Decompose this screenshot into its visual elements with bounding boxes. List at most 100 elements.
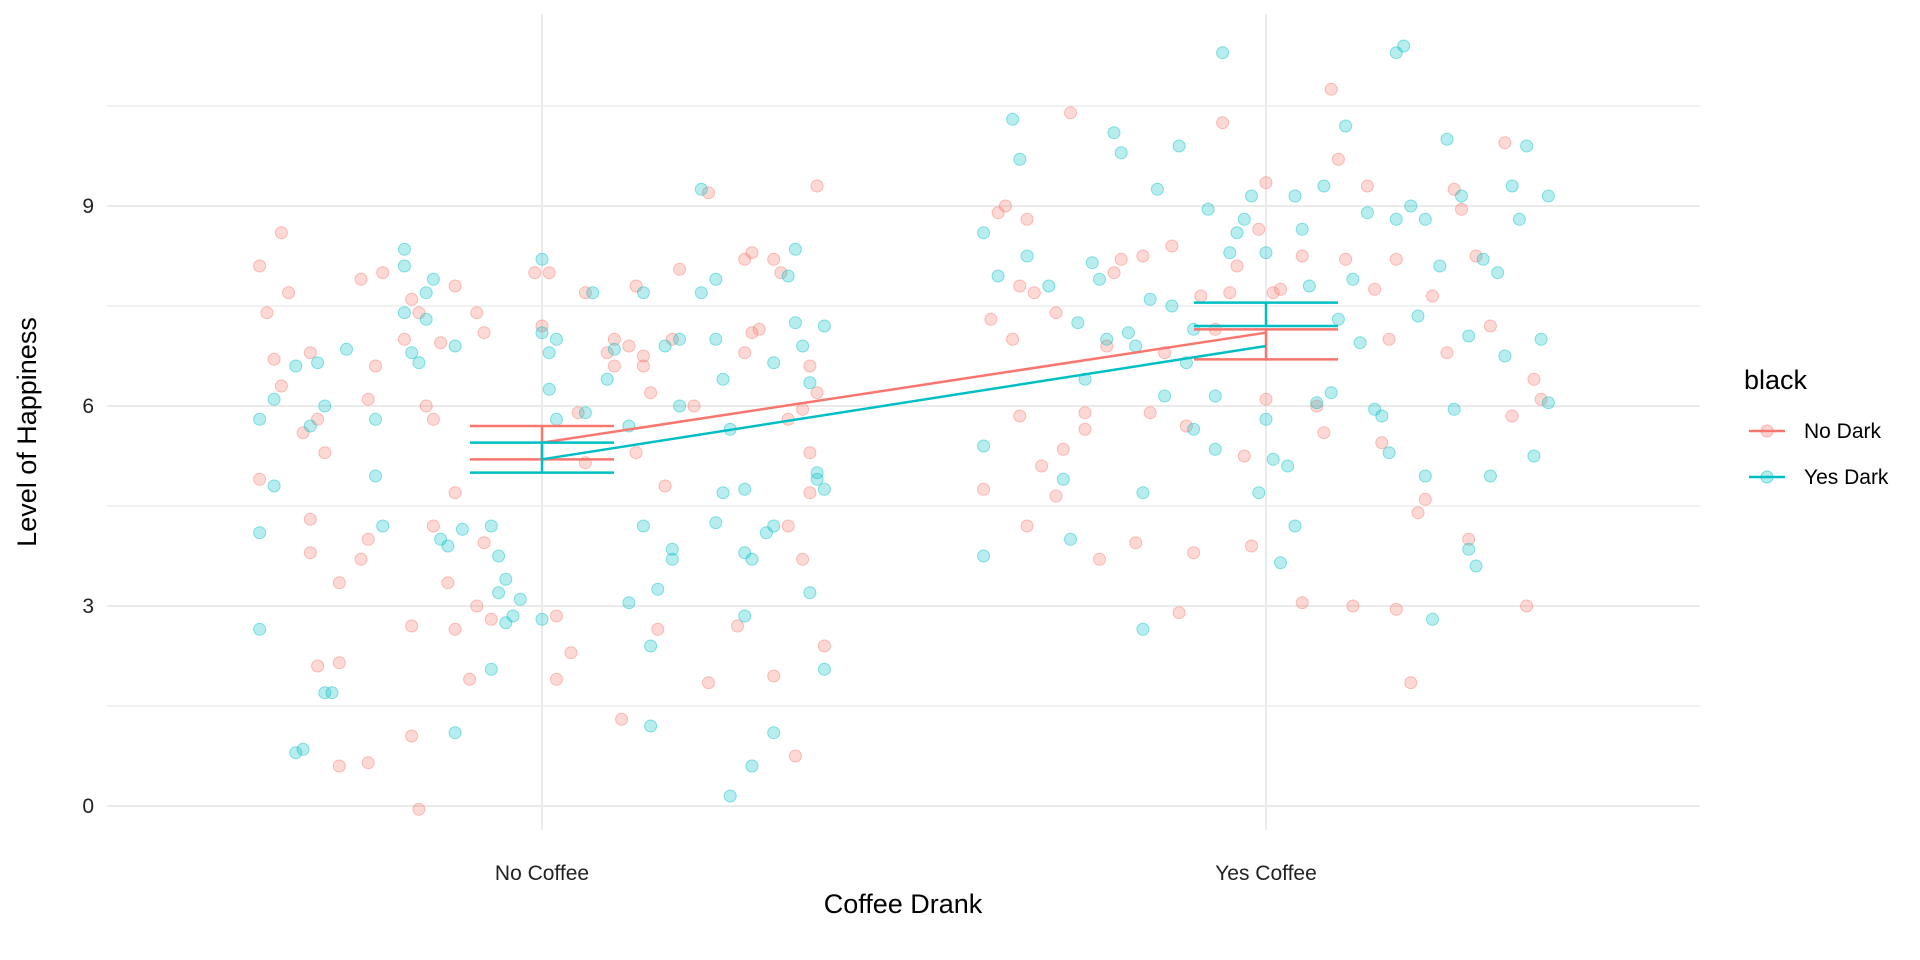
point-no-dark: [1007, 333, 1019, 345]
point-no-dark: [1115, 253, 1127, 265]
point-yes-dark: [1021, 250, 1033, 262]
point-no-dark: [464, 673, 476, 685]
point-yes-dark: [818, 320, 830, 332]
point-yes-dark: [1542, 397, 1554, 409]
mean-line-yes-dark: [542, 346, 1266, 459]
point-yes-dark: [1427, 613, 1439, 625]
point-yes-dark: [1130, 340, 1142, 352]
point-no-dark: [1521, 600, 1533, 612]
point-no-dark: [1296, 597, 1308, 609]
point-yes-dark: [804, 377, 816, 389]
point-yes-dark: [652, 583, 664, 595]
point-no-dark: [449, 623, 461, 635]
point-yes-dark: [789, 243, 801, 255]
point-yes-dark: [319, 400, 331, 412]
point-yes-dark: [1289, 520, 1301, 532]
point-yes-dark: [1057, 473, 1069, 485]
point-yes-dark: [608, 343, 620, 355]
point-no-dark: [362, 393, 374, 405]
point-yes-dark: [1492, 267, 1504, 279]
point-yes-dark: [666, 553, 678, 565]
point-no-dark: [804, 447, 816, 459]
point-yes-dark: [326, 687, 338, 699]
point-yes-dark: [1506, 180, 1518, 192]
point-no-dark: [312, 660, 324, 672]
point-yes-dark: [514, 593, 526, 605]
point-no-dark: [1390, 603, 1402, 615]
point-no-dark: [985, 313, 997, 325]
point-no-dark: [768, 253, 780, 265]
point-yes-dark: [254, 623, 266, 635]
data-points: [254, 40, 1555, 815]
point-yes-dark: [637, 520, 649, 532]
point-yes-dark: [746, 760, 758, 772]
point-yes-dark: [420, 287, 432, 299]
point-yes-dark: [312, 357, 324, 369]
legend: black No Dark Yes Dark: [1744, 365, 1889, 489]
y-tick-label: 0: [82, 795, 94, 818]
point-no-dark: [1188, 547, 1200, 559]
point-no-dark: [1057, 443, 1069, 455]
point-yes-dark: [493, 550, 505, 562]
point-yes-dark: [1470, 560, 1482, 572]
point-no-dark: [362, 533, 374, 545]
point-yes-dark: [254, 413, 266, 425]
y-axis-title: Level of Happiness: [12, 317, 42, 547]
point-no-dark: [1369, 283, 1381, 295]
point-no-dark: [1419, 493, 1431, 505]
point-no-dark: [637, 360, 649, 372]
y-tick-label: 9: [82, 195, 94, 218]
point-yes-dark: [1340, 120, 1352, 132]
point-no-dark: [304, 547, 316, 559]
point-no-dark: [478, 327, 490, 339]
point-no-dark: [1506, 410, 1518, 422]
point-no-dark: [797, 403, 809, 415]
point-yes-dark: [1332, 313, 1344, 325]
point-yes-dark: [290, 360, 302, 372]
point-no-dark: [1427, 290, 1439, 302]
point-yes-dark: [297, 743, 309, 755]
point-yes-dark: [1477, 253, 1489, 265]
point-no-dark: [739, 347, 751, 359]
point-no-dark: [1238, 450, 1250, 462]
point-no-dark: [435, 337, 447, 349]
point-yes-dark: [1043, 280, 1055, 292]
point-yes-dark: [818, 663, 830, 675]
point-yes-dark: [695, 183, 707, 195]
point-yes-dark: [1246, 190, 1258, 202]
point-no-dark: [1195, 290, 1207, 302]
point-no-dark: [999, 200, 1011, 212]
point-yes-dark: [1434, 260, 1446, 272]
point-no-dark: [623, 340, 635, 352]
point-yes-dark: [1456, 190, 1468, 202]
point-no-dark: [703, 677, 715, 689]
point-yes-dark: [1383, 447, 1395, 459]
point-no-dark: [782, 520, 794, 532]
grid: [107, 14, 1700, 830]
point-yes-dark: [1173, 140, 1185, 152]
point-yes-dark: [370, 413, 382, 425]
point-yes-dark: [637, 287, 649, 299]
point-no-dark: [804, 360, 816, 372]
point-no-dark: [275, 380, 287, 392]
point-yes-dark: [1151, 183, 1163, 195]
point-yes-dark: [1528, 450, 1540, 462]
point-no-dark: [811, 387, 823, 399]
point-no-dark: [427, 520, 439, 532]
point-yes-dark: [413, 357, 425, 369]
point-yes-dark: [398, 307, 410, 319]
point-yes-dark: [1376, 410, 1388, 422]
point-no-dark: [427, 413, 439, 425]
point-yes-dark: [551, 413, 563, 425]
point-yes-dark: [1260, 247, 1272, 259]
point-no-dark: [1484, 320, 1496, 332]
point-yes-dark: [1282, 460, 1294, 472]
point-yes-dark: [1463, 543, 1475, 555]
point-no-dark: [1173, 607, 1185, 619]
point-no-dark: [1137, 250, 1149, 262]
point-yes-dark: [674, 400, 686, 412]
point-yes-dark: [659, 340, 671, 352]
point-yes-dark: [1122, 327, 1134, 339]
point-no-dark: [1376, 437, 1388, 449]
point-yes-dark: [1289, 190, 1301, 202]
